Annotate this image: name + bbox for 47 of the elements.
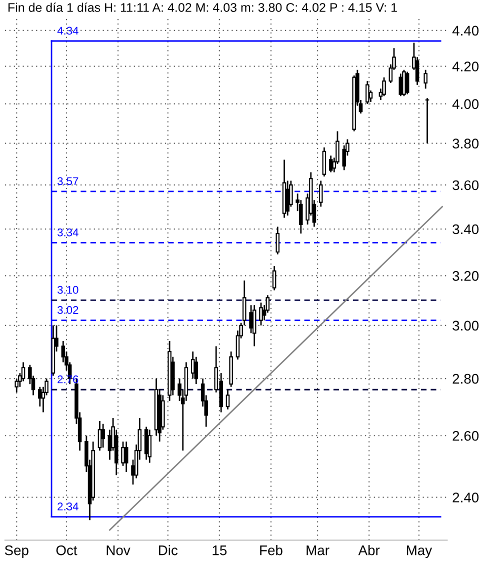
candlestick [366, 80, 370, 105]
candlestick [121, 440, 125, 467]
y-tick-label: 2.80 [452, 374, 479, 384]
candlestick [259, 302, 263, 326]
y-tick-label: 2.60 [452, 430, 479, 441]
candlestick [101, 423, 105, 448]
ref-line-label: 3.02 [58, 306, 78, 314]
y-tick-label: 2.40 [452, 492, 479, 502]
x-tick-label: Abr [358, 545, 380, 556]
x-tick-label: 15 [212, 546, 227, 556]
x-tick-label: Mar [306, 546, 330, 556]
ref-line-label: 3.34 [58, 228, 78, 236]
candlestick [286, 180, 290, 216]
candlestick [424, 69, 428, 90]
candlestick [405, 71, 410, 95]
y-tick-label: 3.20 [452, 271, 479, 281]
y-tick-label: 4.40 [452, 26, 479, 36]
x-tick-label: Nov [106, 546, 130, 556]
candlestick [272, 265, 276, 291]
ref-line-label: 2.34 [58, 502, 78, 510]
y-tick-label: 3.40 [452, 224, 479, 234]
y-tick-label: 3.60 [452, 180, 479, 190]
candlestick [276, 226, 280, 256]
x-tick-label: Dic [159, 545, 178, 556]
candlestick [425, 97, 430, 144]
candlestick [402, 69, 406, 97]
candlestick [148, 429, 152, 464]
candlestick [382, 76, 386, 97]
candlestick [252, 304, 256, 347]
y-tick-label: 4.20 [452, 62, 479, 72]
y-tick-label: 3.80 [452, 138, 479, 149]
chart-title: Fin de día 1 días H: 11:11 A: 4.02 M: 4.03 m: 3.80 C: 4.02 P : 4.15 V: 1 [8, 2, 397, 12]
ref-line-label: 4.34 [57, 26, 78, 35]
x-tick-label: Sep [4, 545, 28, 558]
x-tick-label: Feb [260, 545, 282, 556]
candlestick [328, 154, 333, 173]
candlestick [124, 440, 128, 473]
ref-line-label: 3.10 [58, 286, 78, 294]
ref-line-label: 3.57 [58, 177, 78, 186]
candlestick [318, 180, 323, 208]
candlestick [249, 304, 253, 334]
x-tick-label: Oct [56, 545, 78, 556]
candlestick [322, 146, 326, 178]
candlestick [226, 388, 230, 410]
y-tick-label: 3.00 [452, 320, 479, 331]
y-tick-label: 4.00 [452, 99, 479, 110]
x-tick-label: May [406, 546, 432, 558]
